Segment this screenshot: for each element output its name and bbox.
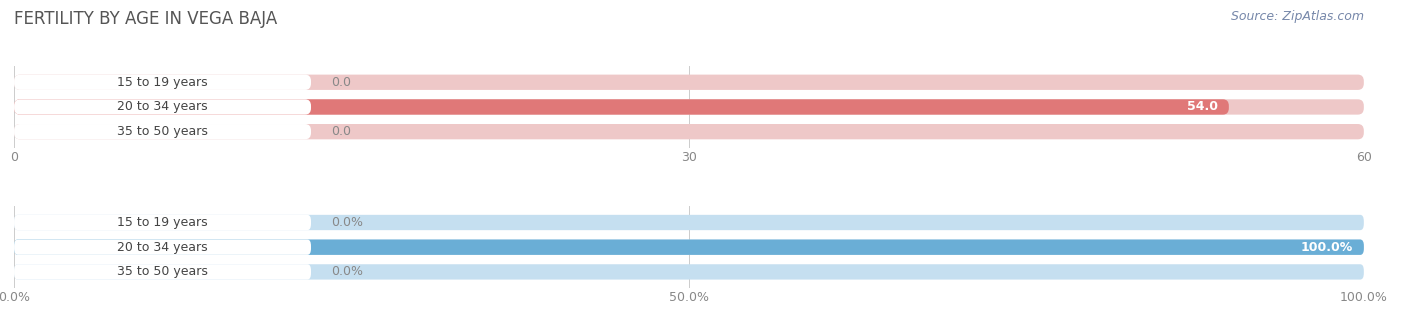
Text: 0.0%: 0.0% — [332, 216, 363, 229]
Text: 20 to 34 years: 20 to 34 years — [117, 101, 208, 114]
Text: 0.0%: 0.0% — [332, 265, 363, 278]
FancyBboxPatch shape — [14, 124, 1364, 139]
FancyBboxPatch shape — [14, 74, 1364, 90]
Text: 35 to 50 years: 35 to 50 years — [117, 265, 208, 278]
FancyBboxPatch shape — [14, 264, 311, 280]
Text: 35 to 50 years: 35 to 50 years — [117, 125, 208, 138]
Text: 20 to 34 years: 20 to 34 years — [117, 241, 208, 254]
FancyBboxPatch shape — [14, 124, 311, 139]
FancyBboxPatch shape — [14, 240, 1364, 255]
Text: FERTILITY BY AGE IN VEGA BAJA: FERTILITY BY AGE IN VEGA BAJA — [14, 10, 277, 28]
Text: 15 to 19 years: 15 to 19 years — [117, 216, 208, 229]
Text: Source: ZipAtlas.com: Source: ZipAtlas.com — [1230, 10, 1364, 23]
Text: 100.0%: 100.0% — [1301, 241, 1353, 254]
FancyBboxPatch shape — [14, 99, 311, 115]
FancyBboxPatch shape — [14, 215, 311, 230]
FancyBboxPatch shape — [14, 74, 311, 90]
FancyBboxPatch shape — [14, 99, 1364, 115]
Text: 15 to 19 years: 15 to 19 years — [117, 76, 208, 89]
FancyBboxPatch shape — [14, 99, 1229, 115]
FancyBboxPatch shape — [14, 215, 1364, 230]
Text: 0.0: 0.0 — [332, 76, 352, 89]
FancyBboxPatch shape — [14, 240, 311, 255]
Text: 54.0: 54.0 — [1187, 101, 1218, 114]
Text: 0.0: 0.0 — [332, 125, 352, 138]
FancyBboxPatch shape — [14, 240, 1364, 255]
FancyBboxPatch shape — [14, 264, 1364, 280]
